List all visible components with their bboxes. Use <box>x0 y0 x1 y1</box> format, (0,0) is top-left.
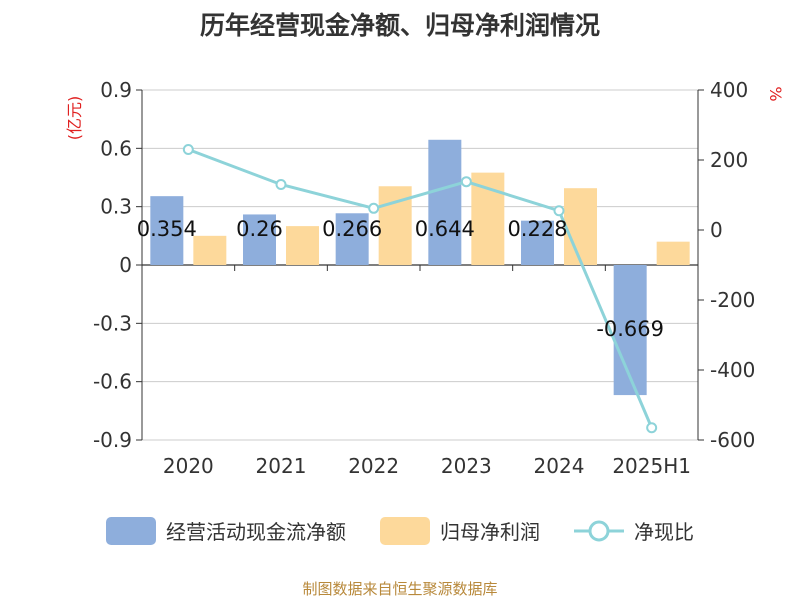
y-right-tick-label: 200 <box>710 148 748 172</box>
data-label-cashflow: 0.266 <box>322 217 382 241</box>
y-right-tick-label: -600 <box>710 428 755 452</box>
legend-swatch-netprofit <box>380 516 430 545</box>
bar-cashflow <box>521 220 554 265</box>
y-left-tick-label: 0.9 <box>100 78 132 102</box>
point-ratio <box>553 205 565 217</box>
data-label-cashflow: -0.669 <box>596 317 664 341</box>
bar-netprofit <box>471 172 505 265</box>
y-left-axis-label: (亿元) <box>65 96 84 141</box>
bar-cashflow <box>335 213 369 265</box>
legend-line-marker-icon <box>574 520 624 541</box>
y-right-tick-label: -200 <box>710 288 755 312</box>
legend-label-netprofit: 归母净利润 <box>440 520 540 544</box>
point-ratio <box>460 176 472 188</box>
x-tick-label: 2020 <box>163 454 214 478</box>
line-ratio <box>187 148 654 429</box>
y-left-tick-label: 0.3 <box>100 195 132 219</box>
legend-item-ratio[interactable]: 净现比 <box>574 516 694 545</box>
y-right-axis-label: % <box>766 86 785 101</box>
x-tick-label: 2025H1 <box>612 454 691 478</box>
point-ratio <box>275 179 287 190</box>
point-ratio <box>182 144 194 155</box>
bar-netprofit <box>564 188 597 265</box>
y-left-tick-label: -0.6 <box>93 370 132 394</box>
chart-title: 历年经营现金净额、归母净利润情况 <box>199 11 600 40</box>
data-label-cashflow: 0.228 <box>507 217 567 241</box>
bar-cashflow <box>613 265 647 396</box>
source-note: 制图数据来自恒生聚源数据库 <box>302 580 498 598</box>
y-right-tick-label: 0 <box>710 218 723 242</box>
y-left-tick-label: 0 <box>119 253 132 277</box>
x-tick-label: 2022 <box>348 454 399 478</box>
y-right-tick-label: -400 <box>710 358 755 382</box>
y-left-tick-label: 0.6 <box>100 136 132 160</box>
point-ratio <box>646 422 658 434</box>
legend-label-ratio: 净现比 <box>634 520 694 544</box>
x-tick-label: 2021 <box>256 454 307 478</box>
data-label-cashflow: 0.26 <box>236 217 283 241</box>
legend-label-cashflow: 经营活动现金流净额 <box>166 520 346 544</box>
bar-cashflow <box>428 139 462 265</box>
bar-cashflow <box>150 196 184 265</box>
legend-item-netprofit[interactable]: 归母净利润 <box>380 516 540 545</box>
x-tick-label: 2023 <box>441 454 492 478</box>
data-label-cashflow: 0.354 <box>137 217 197 241</box>
x-tick-label: 2024 <box>534 454 585 478</box>
data-label-cashflow: 0.644 <box>415 217 475 241</box>
legend-swatch-cashflow <box>106 516 156 545</box>
y-left-tick-label: -0.3 <box>93 311 132 335</box>
bar-cashflow <box>243 214 276 265</box>
bar-netprofit <box>656 241 690 265</box>
point-ratio <box>368 202 380 214</box>
y-right-tick-label: 400 <box>710 78 748 102</box>
y-left-tick-label: -0.9 <box>93 428 132 452</box>
bar-netprofit <box>286 226 319 265</box>
legend: 经营活动现金流净额 归母净利润 净现比 <box>0 516 800 545</box>
legend-item-cashflow[interactable]: 经营活动现金流净额 <box>106 516 346 545</box>
bar-netprofit <box>193 235 227 265</box>
